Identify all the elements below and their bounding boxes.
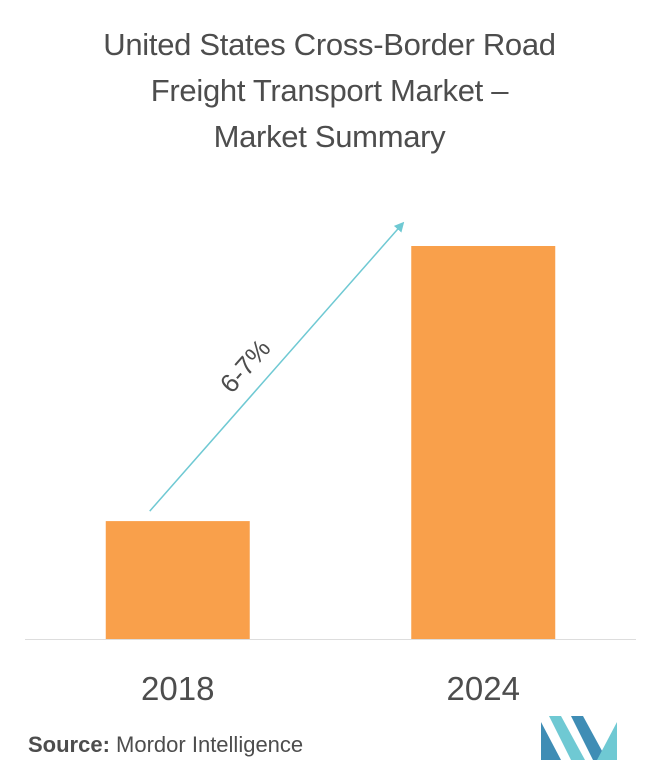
- x-tick-label-2018: 2018: [141, 670, 214, 707]
- x-tick-label-2024: 2024: [447, 670, 520, 707]
- bars-group: [105, 246, 556, 639]
- growth-arrow: [149, 221, 405, 512]
- x-tick-labels: 2018 2024: [141, 670, 520, 707]
- bar-2018: [105, 521, 250, 639]
- chart-title: United States Cross-Border Road Freight …: [40, 22, 619, 160]
- source-label: Source:: [28, 732, 110, 757]
- growth-annotation-label: 6-7%: [214, 333, 277, 398]
- chart-title-line-2: Freight Transport Market –: [150, 73, 509, 108]
- chart-title-line-1: United States Cross-Border Road: [103, 27, 556, 62]
- source-name: Mordor Intelligence: [116, 732, 304, 757]
- mordor-intelligence-logo-icon: [541, 716, 617, 760]
- chart-title-line-3: Market Summary: [213, 119, 446, 154]
- source-footer: Source: Mordor Intelligence: [28, 732, 303, 758]
- bar-2024: [411, 246, 556, 639]
